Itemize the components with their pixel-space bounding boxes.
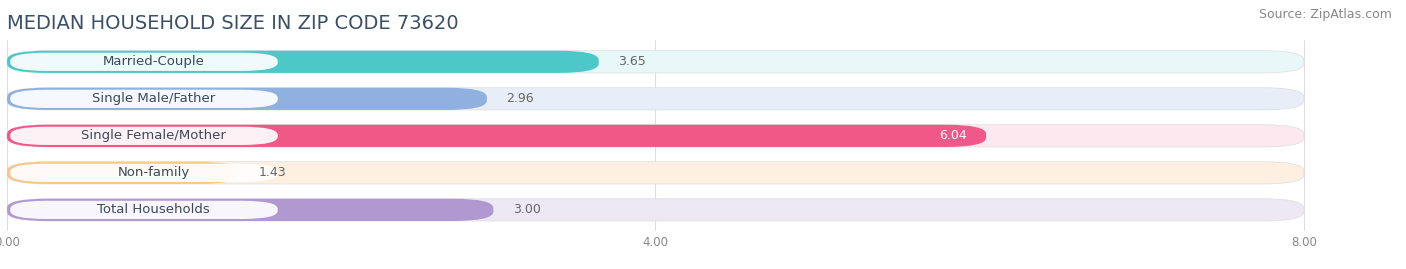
FancyBboxPatch shape xyxy=(7,88,486,110)
Text: 2.96: 2.96 xyxy=(506,92,534,105)
Text: Source: ZipAtlas.com: Source: ZipAtlas.com xyxy=(1258,8,1392,21)
Text: Non-family: Non-family xyxy=(118,166,190,179)
FancyBboxPatch shape xyxy=(10,201,278,219)
FancyBboxPatch shape xyxy=(7,199,494,221)
FancyBboxPatch shape xyxy=(7,88,1303,110)
FancyBboxPatch shape xyxy=(10,127,278,145)
FancyBboxPatch shape xyxy=(7,162,1303,184)
Text: Total Households: Total Households xyxy=(97,203,209,216)
Text: 3.65: 3.65 xyxy=(619,55,645,68)
FancyBboxPatch shape xyxy=(7,199,1303,221)
Text: Married-Couple: Married-Couple xyxy=(103,55,205,68)
FancyBboxPatch shape xyxy=(7,125,1303,147)
FancyBboxPatch shape xyxy=(10,90,278,108)
Text: 6.04: 6.04 xyxy=(939,129,967,142)
FancyBboxPatch shape xyxy=(10,53,278,71)
FancyBboxPatch shape xyxy=(7,51,1303,73)
Text: Single Male/Father: Single Male/Father xyxy=(93,92,215,105)
FancyBboxPatch shape xyxy=(7,51,599,73)
Text: Single Female/Mother: Single Female/Mother xyxy=(82,129,226,142)
FancyBboxPatch shape xyxy=(10,164,278,182)
Text: MEDIAN HOUSEHOLD SIZE IN ZIP CODE 73620: MEDIAN HOUSEHOLD SIZE IN ZIP CODE 73620 xyxy=(7,14,458,33)
Text: 3.00: 3.00 xyxy=(513,203,541,216)
FancyBboxPatch shape xyxy=(7,162,239,184)
FancyBboxPatch shape xyxy=(7,125,986,147)
Text: 1.43: 1.43 xyxy=(259,166,285,179)
